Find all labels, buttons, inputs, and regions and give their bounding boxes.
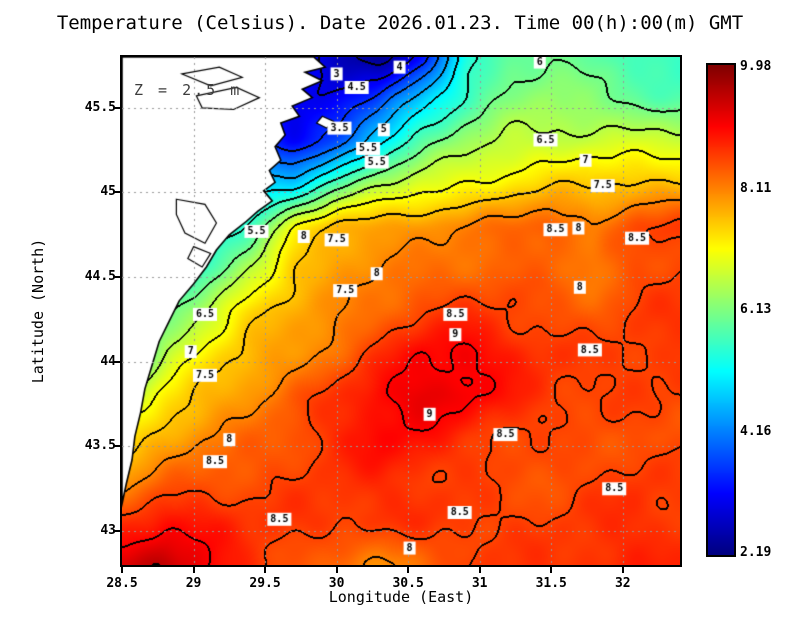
colorbar-tick-label: 6.13: [740, 302, 772, 317]
temperature-map-canvas: [122, 57, 680, 565]
x-tick-label: 29: [185, 576, 202, 591]
colorbar-tick-label: 8.11: [740, 180, 772, 196]
y-axis-label: Latitude (North): [29, 238, 47, 384]
y-tick-mark: [113, 276, 120, 279]
y-tick-mark: [113, 445, 120, 448]
y-tick-label: 45.5: [84, 99, 116, 115]
map-plot: Z = 2.5 m: [120, 55, 682, 567]
figure-title: Temperature (Celsius). Date 2026.01.23. …: [56, 12, 744, 34]
colorbar-tick-label: 2.19: [740, 545, 772, 560]
y-tick-label: 44: [100, 353, 116, 369]
colorbar-tick-label: 4.16: [740, 423, 772, 439]
x-tick-mark: [478, 567, 481, 573]
depth-annotation: Z = 2.5 m: [134, 81, 243, 99]
x-tick-label: 30: [328, 576, 345, 591]
x-tick-label: 32: [614, 576, 631, 591]
x-tick-mark: [407, 567, 410, 573]
colorbar: [706, 63, 736, 557]
x-tick-label: 30.5: [392, 576, 424, 591]
x-tick-mark: [121, 567, 123, 573]
y-tick-label: 43.5: [84, 438, 116, 454]
x-tick-label: 29.5: [249, 576, 281, 591]
x-tick-mark: [335, 567, 338, 573]
y-tick-label: 43: [100, 523, 116, 539]
x-tick-mark: [192, 567, 195, 573]
y-tick-label: 45: [100, 184, 116, 200]
x-tick-label: 28.5: [106, 576, 138, 591]
x-tick-mark: [550, 567, 553, 573]
x-tick-mark: [621, 567, 624, 573]
x-axis-label: Longitude (East): [328, 588, 474, 606]
y-tick-mark: [113, 106, 120, 109]
y-tick-label: 44.5: [84, 269, 116, 285]
y-tick-mark: [113, 360, 120, 363]
x-tick-label: 31.5: [535, 576, 567, 591]
x-tick-label: 31: [471, 576, 488, 591]
y-tick-mark: [113, 530, 120, 533]
colorbar-tick-label: 9.98: [740, 59, 772, 74]
x-tick-mark: [264, 567, 267, 573]
colorbar-canvas: [708, 65, 734, 555]
y-tick-mark: [113, 191, 120, 194]
